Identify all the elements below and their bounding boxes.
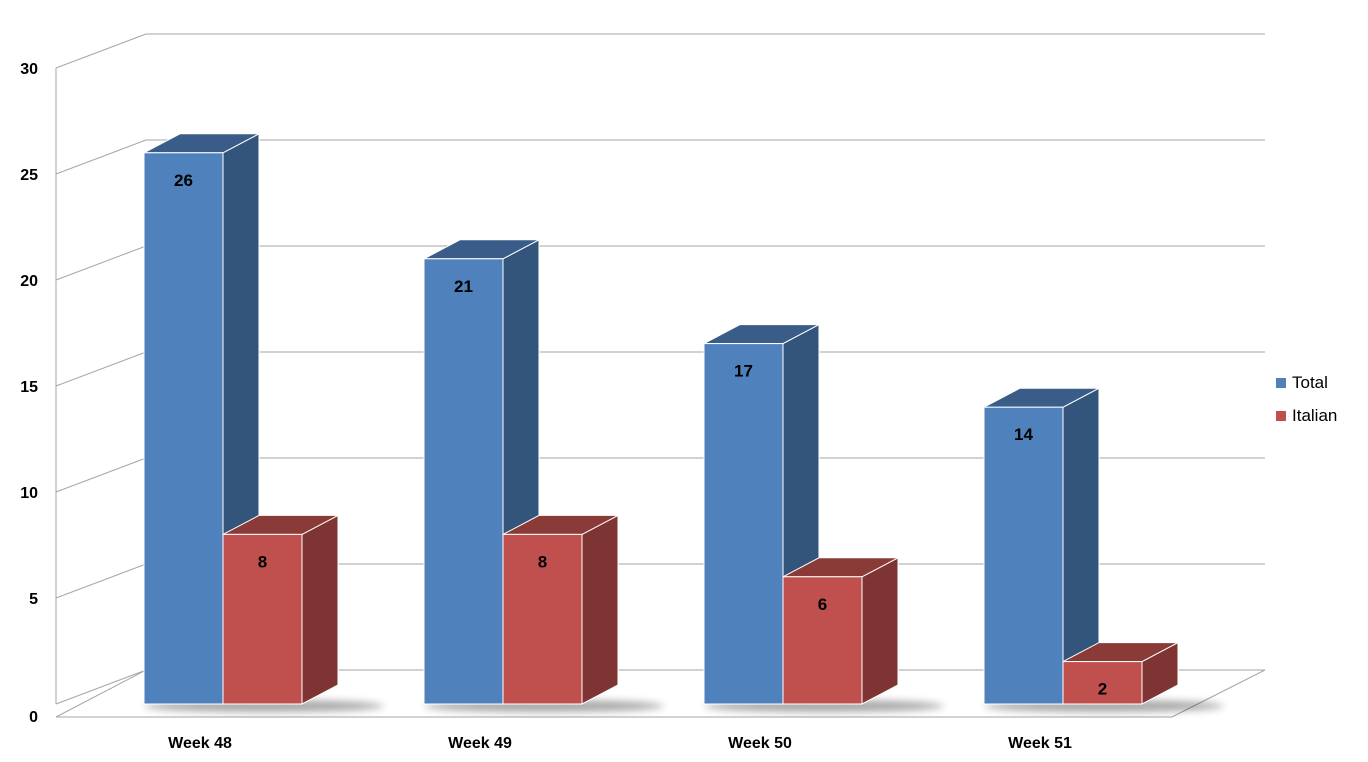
data-label-italian: 6 xyxy=(818,595,827,614)
x-tick-label: Week 50 xyxy=(728,735,792,752)
legend-swatch-total xyxy=(1276,377,1286,388)
gridline-diagonal xyxy=(55,457,147,493)
bar-italian-side xyxy=(301,514,339,705)
gridline-diagonal xyxy=(55,669,147,705)
bar-italian-side xyxy=(861,556,899,705)
gridline-diagonal xyxy=(55,563,147,599)
data-label-italian: 2 xyxy=(1098,680,1107,699)
bar-italian xyxy=(502,533,583,705)
gridline-diagonal xyxy=(55,33,147,69)
legend-swatch-italian xyxy=(1276,410,1286,421)
legend: Total Italian xyxy=(1276,366,1337,432)
legend-item-italian: Italian xyxy=(1276,399,1337,432)
y-tick-label: 10 xyxy=(20,485,38,502)
y-tick-label: 25 xyxy=(20,167,38,184)
x-tick-label: Week 51 xyxy=(1008,735,1072,752)
bar-total xyxy=(143,152,224,705)
tick-labels: 0 5 10 15 20 25 30 Week 48 Week 49 Week 50 Week 51 xyxy=(20,61,1072,752)
bar-italian xyxy=(1062,661,1143,705)
data-label-total: 26 xyxy=(174,171,193,190)
y-tick-label: 15 xyxy=(20,379,38,396)
data-label-italian: 8 xyxy=(258,552,267,571)
gridline-diagonal xyxy=(55,351,147,387)
y-tick-label: 20 xyxy=(20,273,38,290)
data-label-total: 17 xyxy=(734,362,753,381)
gridline-diagonal xyxy=(55,245,147,281)
y-tick-label: 5 xyxy=(29,591,38,608)
bar-total xyxy=(983,406,1064,705)
bar-italian xyxy=(222,533,303,705)
x-tick-label: Week 49 xyxy=(448,735,512,752)
bar-total xyxy=(423,258,504,705)
bars xyxy=(143,132,1179,705)
gridline-diagonal xyxy=(55,139,147,175)
floor-edge xyxy=(55,669,147,718)
bar-italian-side xyxy=(581,514,619,705)
x-tick-label: Week 48 xyxy=(168,735,232,752)
data-labels: 26 8 21 8 17 6 14 2 xyxy=(174,171,1107,699)
y-tick-label: 0 xyxy=(29,709,38,726)
legend-item-total: Total xyxy=(1276,366,1337,399)
bar-total xyxy=(703,343,784,705)
y-tick-label: 30 xyxy=(20,61,38,78)
legend-label-total: Total xyxy=(1292,372,1328,392)
legend-label-italian: Italian xyxy=(1292,405,1338,425)
data-label-italian: 8 xyxy=(538,552,547,571)
data-label-total: 14 xyxy=(1014,425,1033,444)
bar-italian xyxy=(782,576,863,705)
data-label-total: 21 xyxy=(454,277,473,296)
